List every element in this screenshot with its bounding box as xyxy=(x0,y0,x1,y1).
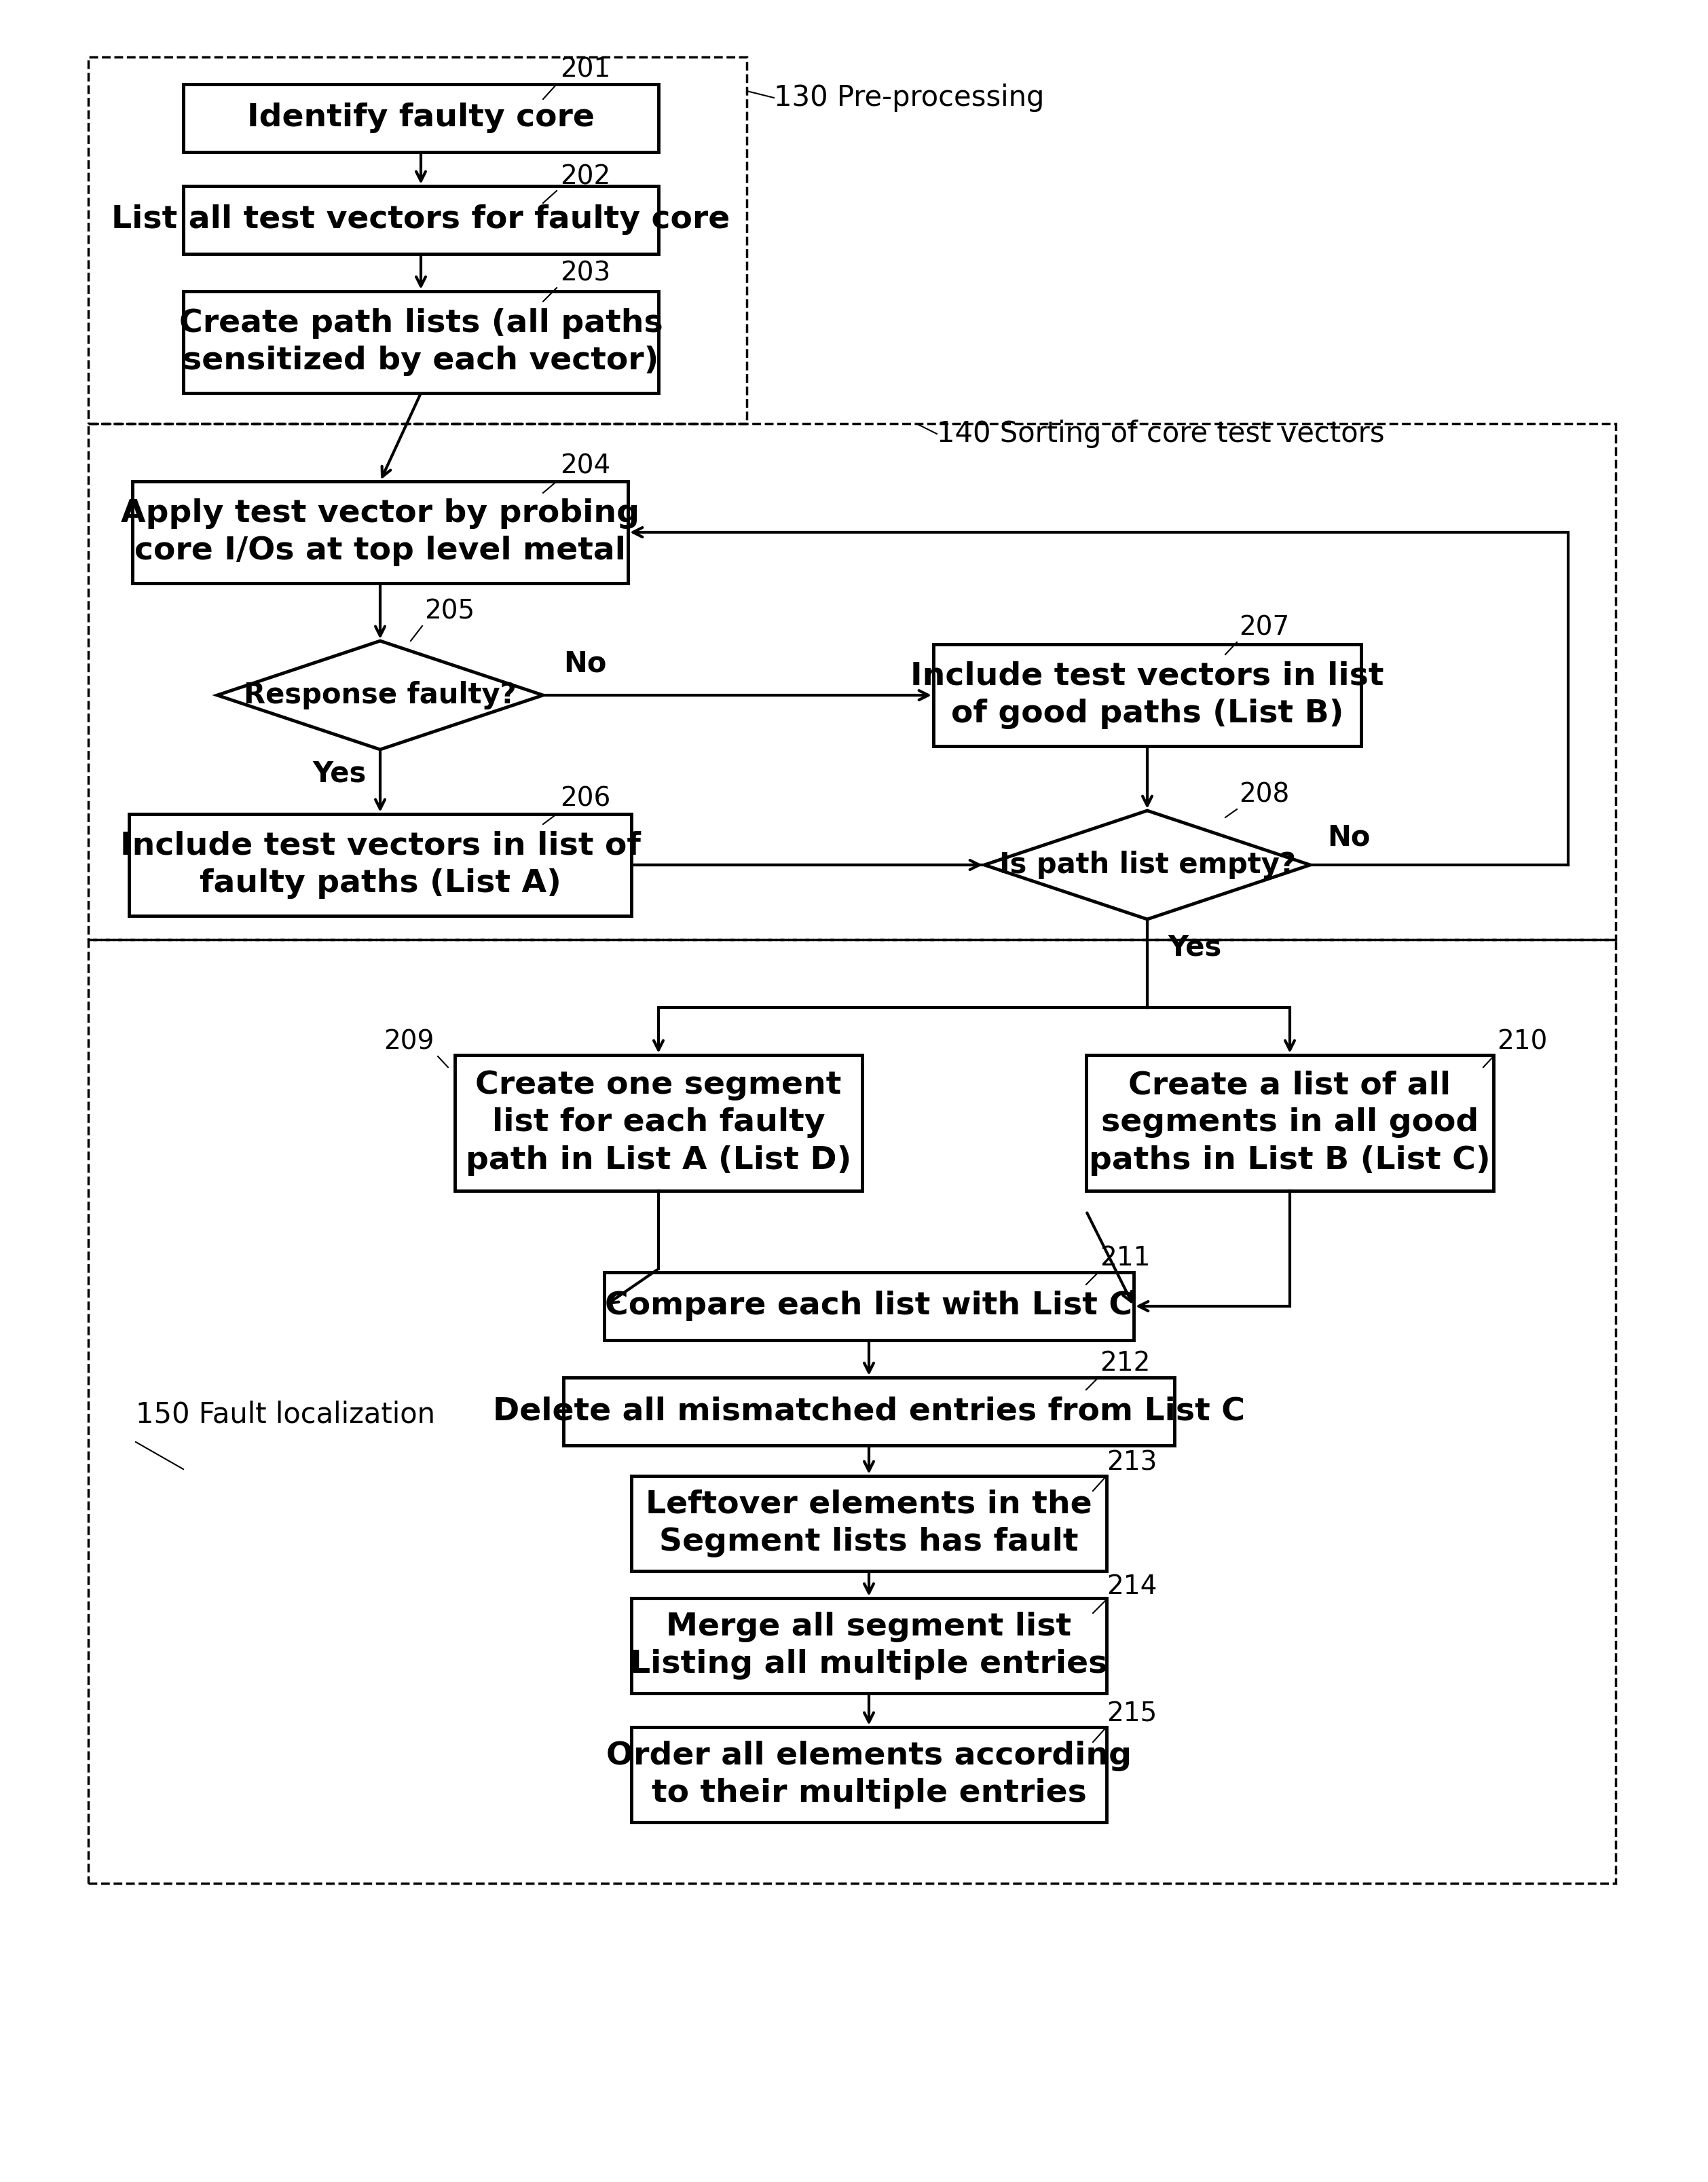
Text: Order all elements according
to their multiple entries: Order all elements according to their mu… xyxy=(606,1741,1132,1809)
Text: 213: 213 xyxy=(1107,1451,1156,1475)
Bar xyxy=(632,1597,1107,1693)
Bar xyxy=(183,290,659,393)
Text: 210: 210 xyxy=(1496,1030,1547,1056)
Bar xyxy=(183,185,659,253)
Polygon shape xyxy=(984,810,1310,919)
Bar xyxy=(130,814,632,916)
Text: Yes: Yes xyxy=(313,759,366,788)
Text: Merge all segment list
Listing all multiple entries: Merge all segment list Listing all multi… xyxy=(630,1612,1108,1680)
Text: Response faulty?: Response faulty? xyxy=(244,681,516,709)
Bar xyxy=(564,1377,1175,1444)
Bar xyxy=(934,644,1361,746)
Text: 208: 208 xyxy=(1238,781,1290,807)
Bar xyxy=(1086,1056,1493,1191)
Text: Compare each list with List C: Compare each list with List C xyxy=(605,1292,1132,1322)
Text: 211: 211 xyxy=(1100,1246,1149,1270)
Text: 207: 207 xyxy=(1238,615,1290,642)
Bar xyxy=(454,1056,863,1191)
Text: Create a list of all
segments in all good
paths in List B (List C): Create a list of all segments in all goo… xyxy=(1090,1069,1491,1176)
Text: Include test vectors in list
of good paths (List B): Include test vectors in list of good pat… xyxy=(910,661,1383,729)
Text: Create one segment
list for each faulty
path in List A (List D): Create one segment list for each faulty … xyxy=(466,1069,851,1176)
Bar xyxy=(183,85,659,153)
Text: 206: 206 xyxy=(560,786,610,812)
Text: Apply test vector by probing
core I/Os at top level metal: Apply test vector by probing core I/Os a… xyxy=(121,497,639,567)
Text: 140 Sorting of core test vectors: 140 Sorting of core test vectors xyxy=(936,419,1385,447)
Text: Identify faulty core: Identify faulty core xyxy=(248,103,594,133)
Text: 209: 209 xyxy=(384,1030,434,1056)
Text: 214: 214 xyxy=(1107,1573,1156,1599)
Text: 130 Pre-processing: 130 Pre-processing xyxy=(774,83,1044,111)
Text: No: No xyxy=(1327,823,1370,851)
Bar xyxy=(89,940,1616,1883)
Bar xyxy=(632,1728,1107,1822)
Text: Create path lists (all paths
sensitized by each vector): Create path lists (all paths sensitized … xyxy=(179,308,663,375)
Bar xyxy=(632,1475,1107,1571)
Text: 203: 203 xyxy=(560,260,610,286)
Text: 205: 205 xyxy=(424,598,475,624)
Polygon shape xyxy=(217,642,543,748)
Text: Delete all mismatched entries from List C: Delete all mismatched entries from List … xyxy=(494,1396,1245,1427)
Text: 202: 202 xyxy=(560,164,610,190)
Bar xyxy=(605,1272,1134,1340)
Text: Is path list empty?: Is path list empty? xyxy=(999,851,1296,879)
Text: Yes: Yes xyxy=(1168,934,1221,962)
Text: 204: 204 xyxy=(560,454,610,480)
Text: Include test vectors in list of
faulty paths (List A): Include test vectors in list of faulty p… xyxy=(120,831,640,899)
Bar xyxy=(133,482,629,583)
Text: No: No xyxy=(564,650,606,679)
Bar xyxy=(89,423,1616,940)
Text: 201: 201 xyxy=(560,57,610,83)
Text: 212: 212 xyxy=(1100,1351,1149,1377)
Text: List all test vectors for faulty core: List all test vectors for faulty core xyxy=(111,205,731,236)
Text: 150 Fault localization: 150 Fault localization xyxy=(135,1401,436,1429)
Text: Leftover elements in the
Segment lists has fault: Leftover elements in the Segment lists h… xyxy=(646,1490,1091,1558)
Text: 215: 215 xyxy=(1107,1702,1156,1728)
Bar xyxy=(89,57,746,423)
